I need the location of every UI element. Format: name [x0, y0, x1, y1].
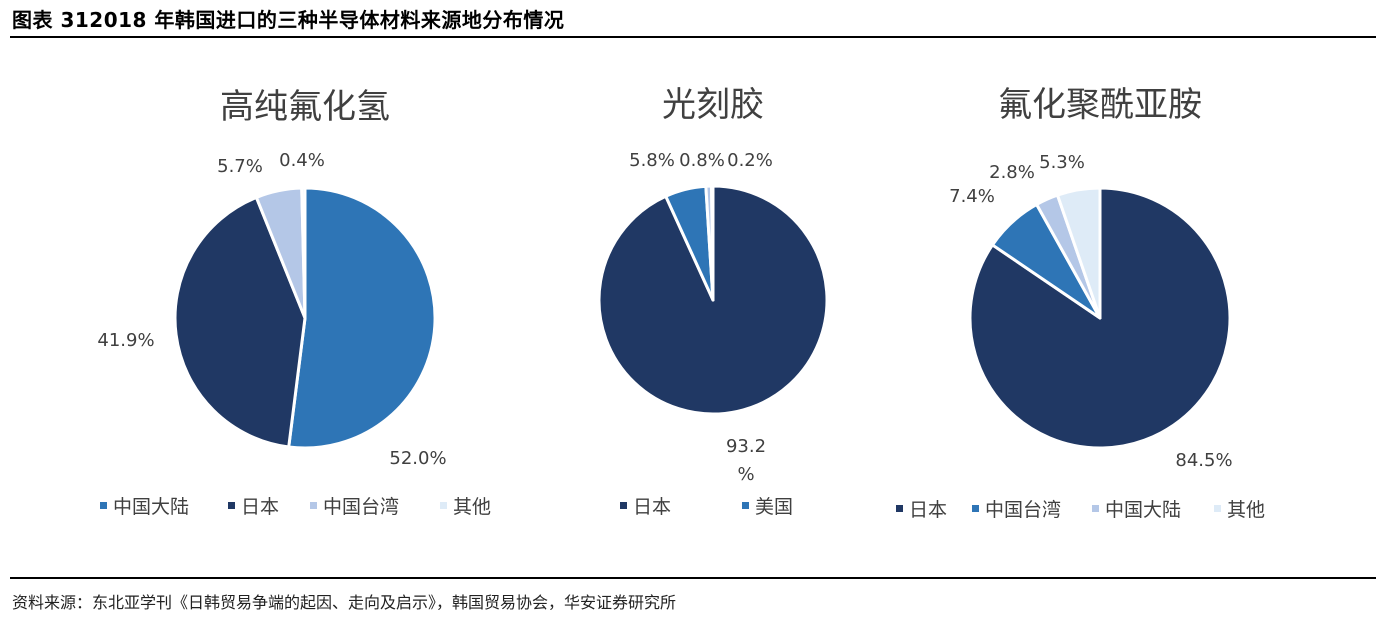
legend-swatch: [1214, 505, 1221, 512]
pie-slice: [287, 186, 437, 450]
legend-swatch: [1092, 505, 1099, 512]
legend-swatch: [440, 502, 447, 509]
data-label: 5.8%: [629, 150, 675, 171]
legend-swatch: [742, 502, 749, 509]
pie-slice: [173, 195, 307, 449]
top-rule: [10, 36, 1376, 38]
legend-entry: 日本: [633, 496, 671, 518]
data-label: 5.3%: [1039, 152, 1085, 173]
legend-swatch: [972, 505, 979, 512]
pie-chart-2: 光刻胶 93.2 % 5.8% 0.8% 0.2% 日本 美国: [597, 85, 829, 518]
data-label: 93.2%: [726, 436, 766, 485]
data-label: 41.9%: [97, 330, 154, 351]
pie-title: 氟化聚酰亚胺: [998, 85, 1202, 125]
data-label: 7.4%: [949, 186, 995, 207]
legend-entry: 中国台湾: [985, 499, 1061, 521]
pie-slice: [1056, 186, 1102, 320]
legend-entry: 中国台湾: [323, 496, 399, 518]
data-label: 84.5%: [1175, 450, 1232, 471]
data-label: 0.4%: [279, 150, 325, 171]
legend-entry: 其他: [453, 496, 491, 518]
source-note: 资料来源：东北亚学刊《日韩贸易争端的起因、走向及启示》，韩国贸易协会，华安证券研…: [12, 593, 677, 612]
legend-swatch: [310, 502, 317, 509]
pie-slice: [300, 186, 307, 320]
legend-swatch: [620, 502, 627, 509]
legend-entry: 日本: [241, 496, 279, 518]
data-label: 0.8%: [679, 150, 725, 171]
legend-entry: 美国: [755, 496, 793, 518]
legend-swatch: [896, 505, 903, 512]
data-label: 2.8%: [989, 162, 1035, 183]
pie-slice: [710, 184, 715, 302]
pie-charts: 高纯氟化氢 52.0% 41.9% 5.7% 0.4% 中国大陆 日本 中国台湾 其他 光刻胶 93…: [97, 85, 1265, 521]
legend-swatch: [100, 502, 107, 509]
data-label: 5.7%: [217, 156, 263, 177]
legend-entry: 中国大陆: [113, 496, 189, 518]
pie-chart-1: 高纯氟化氢 52.0% 41.9% 5.7% 0.4% 中国大陆 日本 中国台湾 其他: [97, 87, 491, 518]
figure-title: 图表 312018 年韩国进口的三种半导体材料来源地分布情况: [12, 8, 565, 32]
data-label: 52.0%: [389, 448, 446, 469]
pie-title: 高纯氟化氢: [220, 87, 390, 127]
legend-entry: 中国大陆: [1105, 499, 1181, 521]
pie-chart-3: 氟化聚酰亚胺 84.5% 7.4% 2.8% 5.3% 日本 中国台湾 中国大陆 其他: [896, 85, 1265, 521]
legend-swatch: [228, 502, 235, 509]
legend-entry: 其他: [1227, 499, 1265, 521]
legend-entry: 日本: [909, 499, 947, 521]
bottom-rule: [10, 577, 1376, 579]
data-label: 0.2%: [727, 150, 773, 171]
pie-title: 光刻胶: [662, 85, 764, 125]
